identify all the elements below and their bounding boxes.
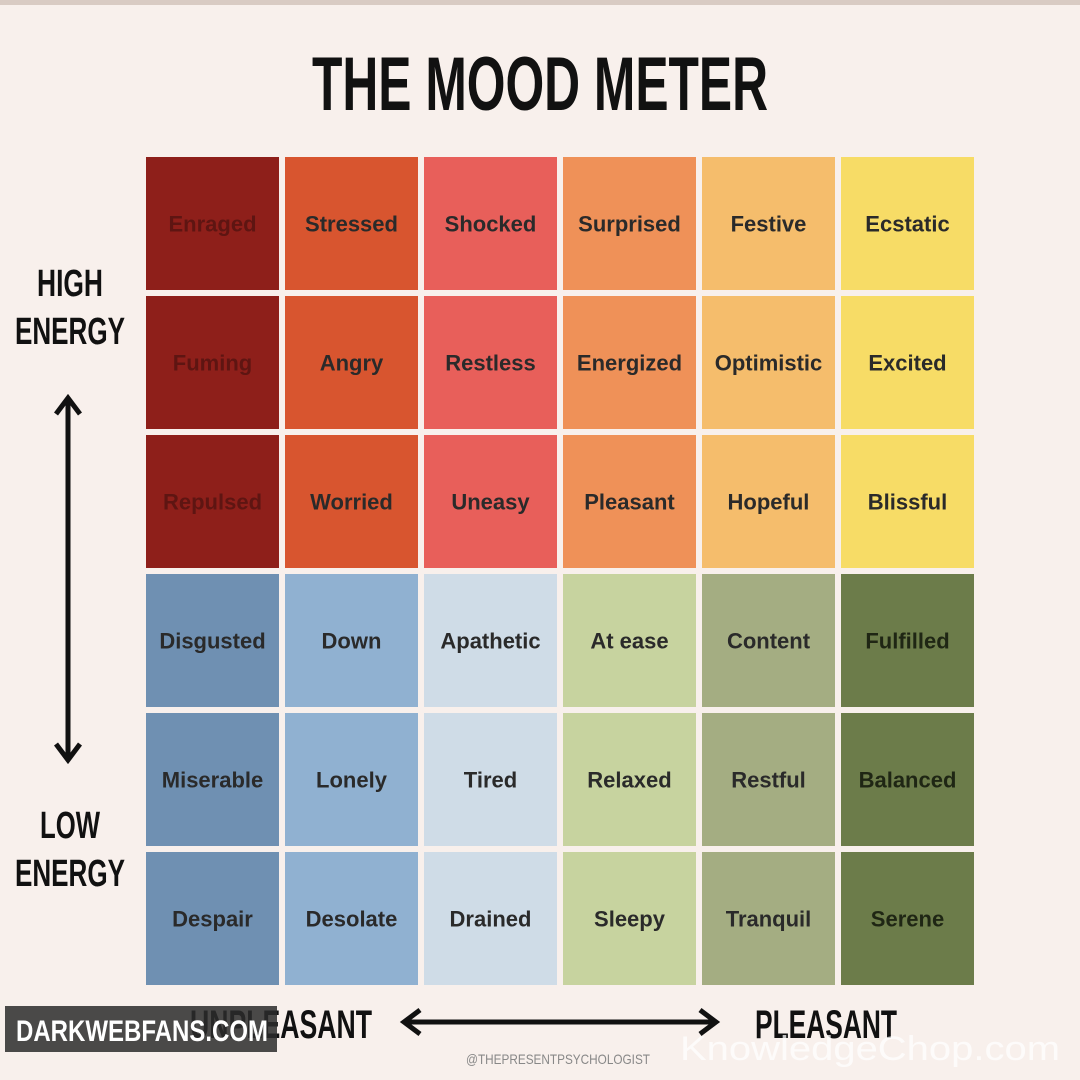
mood-cell bbox=[285, 713, 418, 846]
mood-word: Ecstatic bbox=[865, 211, 949, 236]
mood-word: Energized bbox=[577, 350, 682, 375]
mood-word: Content bbox=[727, 628, 811, 653]
mood-cell bbox=[841, 435, 974, 568]
mood-cell bbox=[841, 852, 974, 985]
mood-cell bbox=[841, 296, 974, 429]
watermark-bg bbox=[5, 1006, 277, 1052]
mood-word: Desolate bbox=[306, 906, 398, 931]
mood-word: Enraged bbox=[168, 211, 256, 236]
low-label: ENERGY bbox=[15, 853, 125, 895]
mood-cell bbox=[285, 296, 418, 429]
mood-word: Miserable bbox=[162, 767, 264, 792]
mood-word: Lonely bbox=[316, 767, 388, 792]
mood-word: Despair bbox=[172, 906, 253, 931]
mood-word: Surprised bbox=[578, 211, 681, 236]
mood-word: Worried bbox=[310, 489, 393, 514]
mood-cell bbox=[146, 852, 279, 985]
mood-cell bbox=[285, 435, 418, 568]
mood-cell bbox=[424, 713, 557, 846]
mood-word: Fuming bbox=[173, 350, 252, 375]
title: THE MOOD METER bbox=[312, 42, 768, 127]
mood-word: Shocked bbox=[445, 211, 537, 236]
mood-word: Relaxed bbox=[587, 767, 671, 792]
mood-word: Restful bbox=[731, 767, 806, 792]
horizontal-arrow bbox=[399, 1008, 721, 1036]
mood-cell bbox=[424, 435, 557, 568]
mood-cell bbox=[702, 157, 835, 290]
mood-word: Serene bbox=[871, 906, 944, 931]
mood-word: Blissful bbox=[868, 489, 947, 514]
low-label: LOW bbox=[40, 805, 100, 847]
mood-word: Repulsed bbox=[163, 489, 262, 514]
mood-cell bbox=[841, 713, 974, 846]
mood-cell bbox=[563, 852, 696, 985]
mood-cell bbox=[424, 574, 557, 707]
mood-word: Restless bbox=[445, 350, 536, 375]
mood-word: Angry bbox=[320, 350, 384, 375]
mood-cell bbox=[563, 157, 696, 290]
mood-word: Balanced bbox=[859, 767, 957, 792]
mood-cell bbox=[702, 852, 835, 985]
mood-cell bbox=[702, 435, 835, 568]
mood-word: Drained bbox=[450, 906, 532, 931]
mood-cell bbox=[285, 852, 418, 985]
mood-word: Uneasy bbox=[451, 489, 530, 514]
watermark: KnowledgeChop.com bbox=[680, 1030, 1060, 1068]
watermark: DARKWEBFANS.COM bbox=[16, 1015, 268, 1048]
mood-word: Excited bbox=[868, 350, 946, 375]
mood-word: Optimistic bbox=[715, 350, 823, 375]
mood-word: Pleasant bbox=[584, 489, 675, 514]
mood-cell bbox=[563, 435, 696, 568]
grid: Enraged Stressed Shocked Surprised Festive Ec… bbox=[146, 157, 974, 985]
mood-word: Down bbox=[322, 628, 382, 653]
mood-cell bbox=[285, 157, 418, 290]
mood-word: Festive bbox=[731, 211, 807, 236]
vertical-arrow bbox=[54, 393, 82, 765]
mood-word: Apathetic bbox=[440, 628, 540, 653]
mood-word: Hopeful bbox=[728, 489, 810, 514]
high-label: ENERGY bbox=[15, 311, 125, 353]
mood-cell bbox=[146, 157, 279, 290]
mood-cell bbox=[563, 574, 696, 707]
pleasant-label: PLEASANT bbox=[755, 1003, 897, 1047]
mood-cell bbox=[841, 157, 974, 290]
mood-cell bbox=[702, 574, 835, 707]
mood-cell bbox=[563, 296, 696, 429]
mood-cell bbox=[424, 852, 557, 985]
mood-cell bbox=[702, 296, 835, 429]
mood-cell bbox=[563, 713, 696, 846]
credit: @THEPRESENTPSYCHOLOGIST bbox=[466, 1051, 650, 1067]
mood-cell bbox=[146, 713, 279, 846]
mood-cell bbox=[146, 296, 279, 429]
mood-word: Tired bbox=[464, 767, 517, 792]
mood-word: Stressed bbox=[305, 211, 398, 236]
mood-word: At ease bbox=[590, 628, 668, 653]
mood-cell bbox=[285, 574, 418, 707]
mood-word: Sleepy bbox=[594, 906, 666, 931]
mood-cell bbox=[146, 574, 279, 707]
mood-cell bbox=[424, 157, 557, 290]
mood-word: Tranquil bbox=[726, 906, 812, 931]
high-label: HIGH bbox=[37, 263, 103, 305]
mood-cell bbox=[424, 296, 557, 429]
mood-cell bbox=[146, 435, 279, 568]
mood-cell bbox=[702, 713, 835, 846]
mood-word: Disgusted bbox=[159, 628, 265, 653]
mood-word: Fulfilled bbox=[865, 628, 949, 653]
mood-cell bbox=[841, 574, 974, 707]
top-border bbox=[0, 0, 1080, 5]
